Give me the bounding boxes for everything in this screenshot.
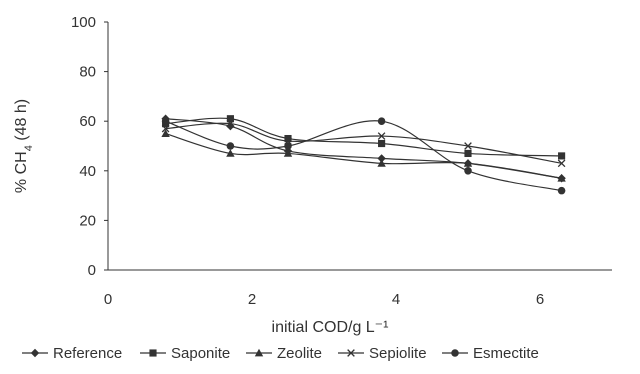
data-point-triangle [377,159,386,167]
x-tick-label: 0 [104,291,112,308]
series-reference [161,114,566,183]
legend: Reference Saponite Zeolite Sepiolite Esmecti… [22,345,539,362]
y-axis: 0 20 40 60 80 100 [71,14,109,279]
y-tick-label: 0 [88,262,96,279]
legend-marker-circle [451,349,459,357]
x-tick-label: 4 [392,291,400,308]
data-point-diamond [377,154,386,163]
legend-label: Sepiolite [369,345,427,362]
series-sepiolite [161,119,566,168]
x-tick-label: 6 [536,291,544,308]
data-point-circle [284,142,292,150]
data-point-circle [377,117,386,125]
legend-item-zeolite: Zeolite [246,345,322,362]
data-point-triangle [463,159,473,167]
series-esmectite [161,117,566,195]
data-point-square [378,139,386,148]
legend-item-esmectite: Esmectite [442,345,539,362]
data-point-x [226,119,235,128]
y-axis-label: % CH4 (48 h) [13,99,35,193]
y-axis-label-subscript: 4 [23,145,35,151]
data-point-circle [464,167,472,175]
data-point-circle [226,142,235,150]
legend-marker-x [347,349,355,357]
data-point-square [284,134,292,143]
legend-label: Zeolite [277,345,322,362]
x-tick-label: 2 [248,291,256,308]
legend-item-saponite: Saponite [140,345,230,362]
y-axis-label-main: % CH [13,151,30,193]
data-point-x [464,142,472,150]
series-line [165,133,562,179]
x-axis-label: initial COD/g L⁻¹ [272,319,389,336]
y-tick-label: 60 [79,113,96,130]
series-line [165,118,562,179]
x-axis: 0 2 4 6 [104,269,612,308]
series-line [165,117,562,157]
legend-label: Reference [53,345,122,362]
y-axis-label-tail: (48 h) [13,99,30,145]
series-layer [161,114,566,195]
data-point-circle [161,117,170,125]
data-point-square [558,152,566,160]
data-point-x [377,132,386,140]
series-line [165,120,562,192]
series-line [165,122,562,164]
legend-label: Esmectite [473,345,539,362]
data-point-triangle [557,174,566,182]
legend-marker-diamond [30,348,40,358]
legend-marker-triangle [254,348,264,357]
data-point-triangle [283,149,293,157]
series-zeolite [161,129,566,182]
data-point-square [464,149,472,158]
legend-item-sepiolite: Sepiolite [338,345,427,362]
data-point-triangle [226,149,235,157]
data-point-square [226,115,234,123]
data-point-x [557,159,566,168]
legend-label: Saponite [171,345,230,362]
y-tick-label: 20 [79,212,96,229]
data-point-x [161,124,170,133]
data-point-triangle [161,129,170,137]
legend-marker-square [149,349,157,357]
y-tick-label: 100 [71,14,96,31]
y-tick-label: 80 [79,64,96,81]
y-tick-label: 40 [79,163,96,180]
legend-item-reference: Reference [22,345,122,362]
data-point-circle [557,186,566,195]
